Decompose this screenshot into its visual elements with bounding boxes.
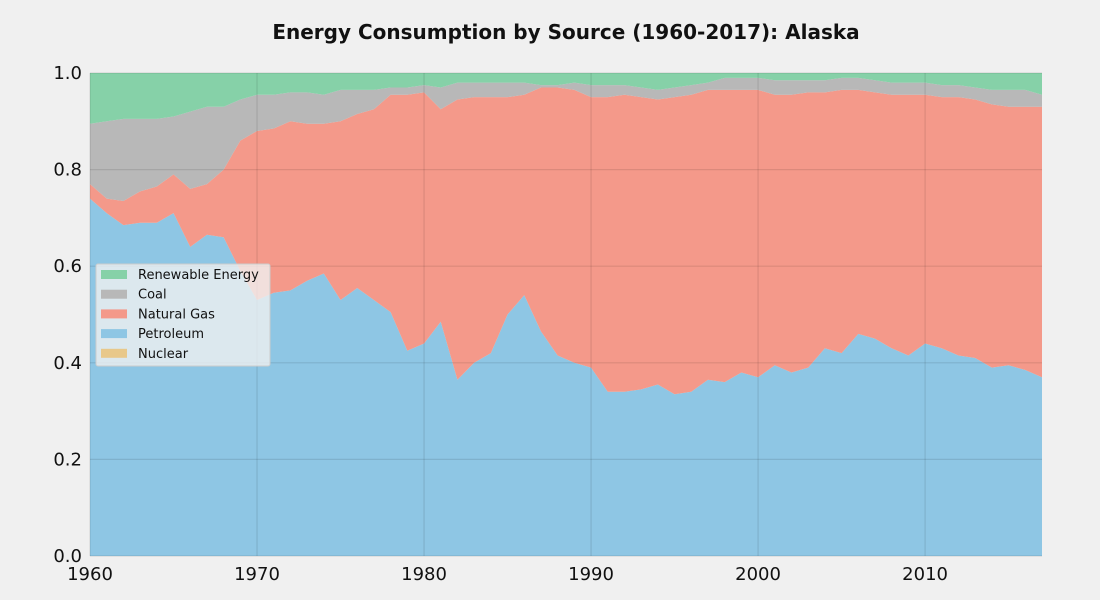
legend-label-nuclear: Nuclear bbox=[138, 347, 189, 362]
x-tick-label: 1960 bbox=[67, 564, 113, 585]
area-layers bbox=[90, 73, 1042, 556]
x-tick-label: 1980 bbox=[401, 564, 447, 585]
x-tick-label: 1970 bbox=[234, 564, 280, 585]
chart-title: Energy Consumption by Source (1960-2017)… bbox=[272, 20, 859, 44]
legend-swatch-natural-gas bbox=[101, 309, 127, 319]
x-tick-label: 2000 bbox=[735, 564, 781, 585]
legend-label-petroleum: Petroleum bbox=[138, 327, 204, 342]
y-tick-label: 0.0 bbox=[53, 546, 82, 567]
legend: Renewable Energy Coal Natural Gas Petroleum… bbox=[95, 263, 271, 367]
x-axis-ticks: 1960 1970 1980 1990 2000 2010 bbox=[67, 564, 948, 585]
area-coal bbox=[90, 77, 1042, 201]
y-tick-label: 0.6 bbox=[53, 256, 82, 277]
area-petroleum bbox=[90, 198, 1042, 556]
legend-label-renewable-energy: Renewable Energy bbox=[138, 268, 259, 283]
legend-swatch-renewable-energy bbox=[101, 270, 127, 279]
y-tick-label: 0.4 bbox=[53, 353, 82, 374]
legend-swatch-coal bbox=[101, 289, 127, 299]
y-tick-label: 0.2 bbox=[53, 449, 82, 470]
legend-label-natural-gas: Natural Gas bbox=[138, 307, 215, 322]
legend-swatch-nuclear bbox=[101, 348, 127, 358]
y-axis-ticks: 0.0 0.2 0.4 0.6 0.8 1.0 bbox=[53, 63, 82, 567]
area-renewable-energy bbox=[90, 73, 1042, 124]
legend-label-coal: Coal bbox=[138, 288, 167, 303]
grid-lines bbox=[89, 72, 1042, 557]
legend-swatch-petroleum bbox=[101, 329, 127, 339]
x-tick-label: 2010 bbox=[902, 564, 948, 585]
x-tick-label: 1990 bbox=[568, 564, 614, 585]
y-tick-label: 0.8 bbox=[53, 160, 82, 181]
area-natural-gas bbox=[90, 87, 1042, 395]
y-tick-label: 1.0 bbox=[53, 63, 82, 84]
legend-box bbox=[95, 263, 271, 367]
